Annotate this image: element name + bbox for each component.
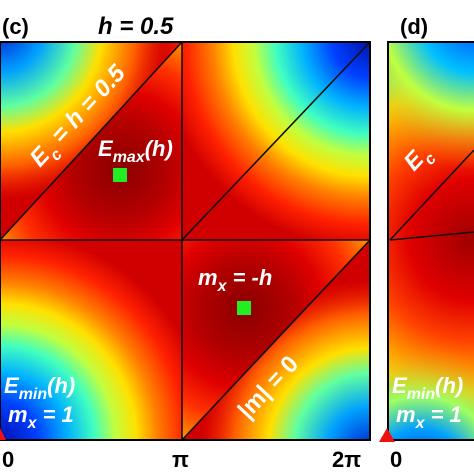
panel-d-label: (d) <box>400 14 428 39</box>
panel-c-boundaries <box>0 41 371 441</box>
panel-d-boundary-ec <box>389 149 474 241</box>
panel-d-tick-label-0: 0 <box>390 447 402 472</box>
red-triangle-marker <box>0 428 6 440</box>
emin-label: Emin(h) <box>4 373 75 403</box>
panel-d-frame <box>387 41 474 441</box>
boundary-line-ec <box>0 41 183 241</box>
tick-label-pi: π <box>172 447 189 472</box>
panel-c-frame <box>0 41 371 441</box>
red-triangle-marker <box>379 428 395 442</box>
emax-label: Emax(h) <box>98 136 173 166</box>
panel-d-boundary-horizontal <box>389 231 474 241</box>
panel-d-boundaries <box>389 149 474 241</box>
panel-c-title: h = 0.5 <box>98 13 174 40</box>
tick-label-0: 0 <box>2 447 14 472</box>
panel-d-mx-one-label: mx = 1 <box>396 402 462 432</box>
tick-label-2pi: 2π <box>332 447 361 472</box>
mx-minus-h-label: mx = -h <box>198 265 272 295</box>
green-square-marker <box>113 168 127 182</box>
boundary-line-m-zero <box>181 239 371 441</box>
panel-d-heatmap <box>388 42 474 440</box>
mx-one-label: mx = 1 <box>8 402 74 432</box>
panel-c-label: (c) <box>2 14 29 39</box>
panel-d-emin-label: Emin(h) <box>392 373 463 403</box>
green-square-marker <box>237 301 251 315</box>
boundary-line-upper-right <box>181 41 371 241</box>
